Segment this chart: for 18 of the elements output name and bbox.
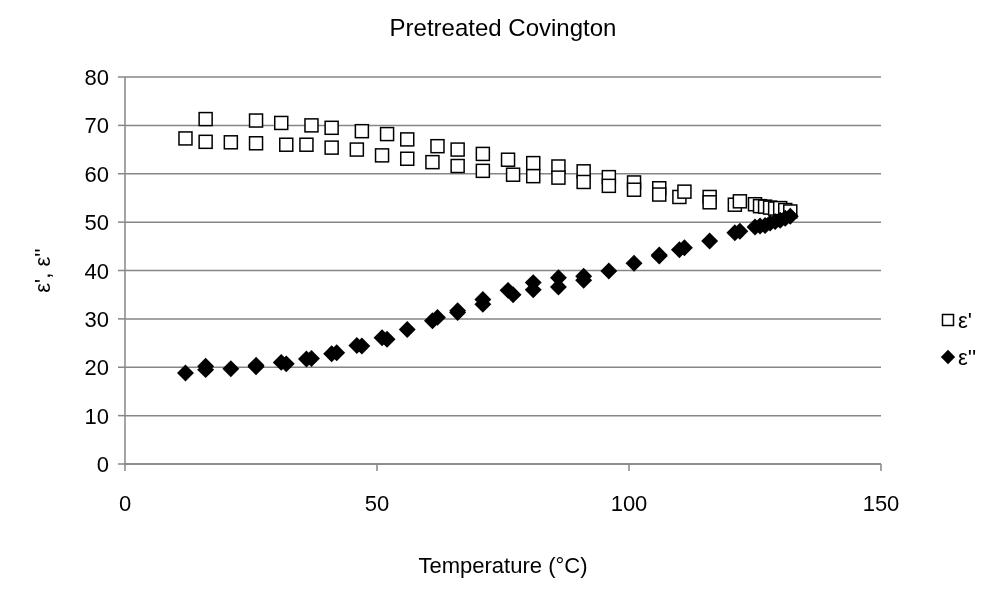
y-tick-label: 80 [84,65,109,90]
x-tick-label: 150 [862,491,900,516]
x-axis-title: Temperature (°C) [418,553,588,578]
y-tick-label: 70 [84,113,109,139]
y-tick-label: 50 [84,210,109,236]
y-axis-title: ε', ε'' [30,248,55,293]
y-tick-label: 30 [84,306,109,332]
y-tick-label: 40 [84,258,109,284]
legend-label: ε' [958,308,973,333]
x-tick-label: 0 [118,491,132,516]
y-tick-label: 0 [96,452,109,477]
x-tick-label: 100 [610,491,648,516]
y-tick-label: 60 [84,161,109,187]
x-tick-label: 50 [364,491,390,516]
chart-title: Pretreated Covington [389,14,617,41]
y-tick-label: 20 [84,355,109,381]
y-tick-label: 10 [84,403,109,429]
legend-label: ε'' [958,345,977,370]
